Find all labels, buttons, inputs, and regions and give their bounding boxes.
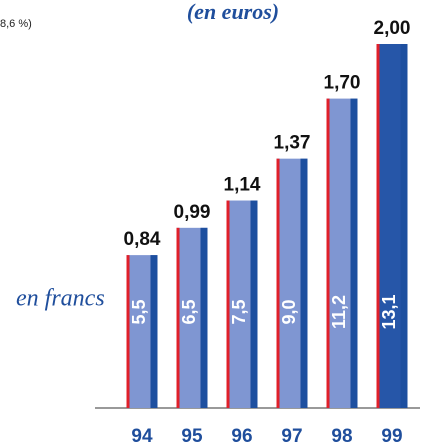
side-label: en francs xyxy=(16,286,105,312)
bar-shade xyxy=(400,44,408,408)
inner-label: 13,1 xyxy=(379,294,399,329)
value-label: 0,84 xyxy=(124,229,161,250)
x-tick-label: 94 xyxy=(131,426,153,447)
x-tick-label: 96 xyxy=(231,426,252,447)
bar-shade xyxy=(150,255,158,408)
bar-shade xyxy=(200,227,208,408)
x-tick-label: 98 xyxy=(331,426,352,447)
value-label: 1,70 xyxy=(324,73,361,94)
note-fragment: 8,6 %) xyxy=(0,18,32,30)
inner-label: 6,5 xyxy=(179,299,199,324)
value-label: 2,00 xyxy=(374,18,411,39)
value-label: 1,37 xyxy=(274,133,311,154)
value-label: 1,14 xyxy=(224,175,261,196)
inner-label: 9,0 xyxy=(279,299,299,324)
inner-label: 11,2 xyxy=(329,295,349,329)
bar-edge xyxy=(326,98,330,408)
inner-label: 5,5 xyxy=(129,299,149,324)
x-tick-label: 99 xyxy=(381,426,402,447)
bar-shade xyxy=(350,98,358,408)
inner-label: 7,5 xyxy=(229,299,249,324)
x-tick-label: 97 xyxy=(281,426,302,447)
bar-edge xyxy=(226,200,230,408)
bar-edge xyxy=(376,44,380,408)
value-label: 0,99 xyxy=(174,202,211,223)
bar-shade xyxy=(300,158,308,408)
subtitle: (en euros) xyxy=(187,0,279,24)
bar-edge xyxy=(126,255,130,408)
bar-edge xyxy=(176,227,180,408)
bar-edge xyxy=(276,158,280,408)
bar-shade xyxy=(250,200,258,408)
x-tick-label: 95 xyxy=(181,426,203,447)
